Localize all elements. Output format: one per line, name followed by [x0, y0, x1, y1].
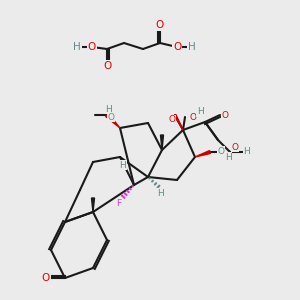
- Text: H: H: [244, 148, 250, 157]
- Text: O: O: [42, 273, 50, 283]
- Text: H: H: [73, 42, 81, 52]
- Text: O: O: [173, 42, 181, 52]
- Text: O: O: [156, 20, 164, 30]
- Text: H: H: [225, 152, 231, 161]
- Text: O: O: [218, 146, 224, 155]
- Text: O: O: [103, 61, 111, 71]
- Text: O: O: [169, 116, 176, 124]
- Polygon shape: [106, 114, 120, 128]
- Polygon shape: [174, 115, 183, 130]
- Text: O: O: [221, 110, 229, 119]
- Text: O: O: [88, 42, 96, 52]
- Text: O: O: [232, 142, 238, 152]
- Text: O: O: [107, 112, 115, 122]
- Text: H: H: [105, 104, 111, 113]
- Polygon shape: [160, 135, 164, 150]
- Text: H: H: [157, 188, 164, 197]
- Text: O: O: [190, 113, 196, 122]
- Text: H: H: [196, 107, 203, 116]
- Text: F: F: [116, 199, 122, 208]
- Polygon shape: [92, 198, 94, 212]
- Text: H: H: [188, 42, 196, 52]
- Polygon shape: [195, 151, 211, 157]
- Text: H: H: [120, 160, 126, 169]
